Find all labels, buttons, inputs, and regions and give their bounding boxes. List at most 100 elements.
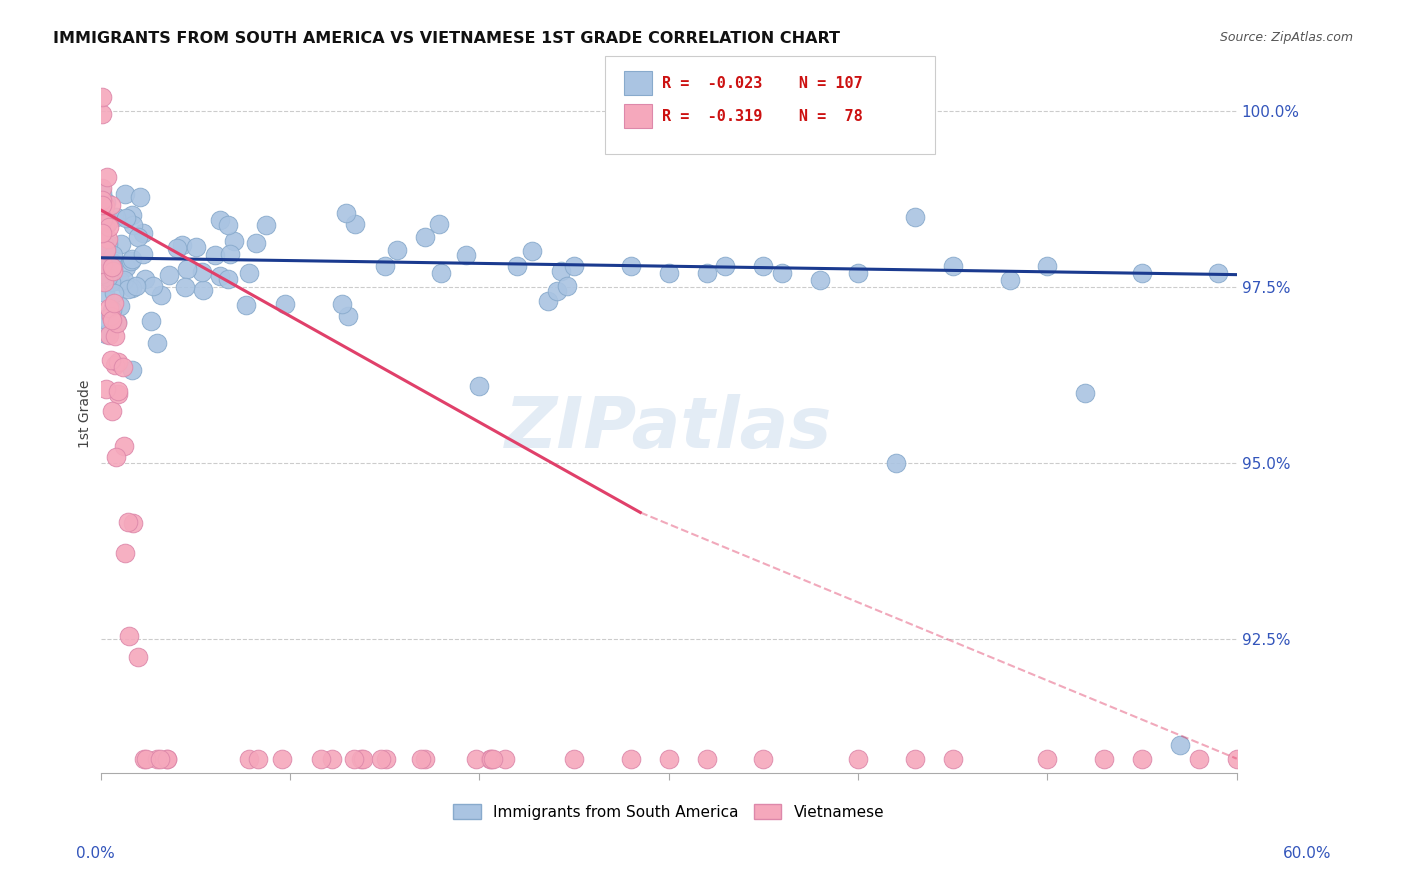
Point: [217, 272, 239, 286]
Point: [146, 752, 169, 766]
Point: [105, 316, 128, 330]
Point: [101, 302, 124, 317]
Point: [132, 247, 155, 261]
Point: [121, 281, 143, 295]
Point: [127, 230, 149, 244]
Point: [100, 198, 122, 212]
Point: [176, 262, 198, 277]
Point: [107, 386, 129, 401]
Point: [620, 259, 643, 273]
Point: [522, 244, 544, 259]
Point: [93, 237, 115, 252]
Point: [97, 266, 120, 280]
Point: [330, 297, 353, 311]
Point: [494, 752, 516, 766]
Point: [91, 257, 114, 271]
Point: [1036, 259, 1059, 273]
Point: [105, 315, 128, 329]
Point: [122, 516, 145, 531]
Text: R =  -0.319    N =  78: R = -0.319 N = 78: [662, 109, 863, 124]
Point: [218, 246, 240, 260]
Point: [546, 284, 568, 298]
Point: [97, 215, 120, 229]
Point: [111, 359, 134, 374]
Point: [127, 650, 149, 665]
Point: [238, 266, 260, 280]
Point: [146, 336, 169, 351]
Point: [478, 752, 501, 766]
Point: [91, 212, 114, 227]
Point: [94, 244, 117, 258]
Point: [101, 264, 124, 278]
Text: R =  -0.023    N = 107: R = -0.023 N = 107: [662, 76, 863, 91]
Point: [115, 260, 138, 274]
Point: [114, 545, 136, 559]
Point: [217, 219, 239, 233]
Point: [374, 259, 396, 273]
Point: [96, 169, 118, 184]
Point: [105, 450, 128, 465]
Point: [562, 259, 585, 273]
Point: [998, 273, 1021, 287]
Point: [479, 752, 502, 766]
Point: [808, 273, 831, 287]
Point: [104, 358, 127, 372]
Text: Source: ZipAtlas.com: Source: ZipAtlas.com: [1219, 31, 1353, 45]
Point: [208, 212, 231, 227]
Point: [101, 313, 124, 327]
Point: [846, 752, 869, 766]
Point: [96, 218, 118, 232]
Point: [118, 629, 141, 643]
Point: [101, 255, 124, 269]
Point: [191, 265, 214, 279]
Point: [103, 286, 125, 301]
Point: [131, 227, 153, 241]
Point: [770, 266, 793, 280]
Point: [114, 187, 136, 202]
Point: [91, 267, 114, 281]
Point: [135, 752, 157, 766]
Point: [93, 276, 115, 290]
Point: [91, 209, 114, 223]
Point: [97, 327, 120, 342]
Point: [150, 287, 173, 301]
Point: [132, 752, 155, 766]
Point: [91, 227, 114, 241]
Point: [506, 259, 529, 273]
Point: [1206, 266, 1229, 280]
Point: [103, 248, 125, 262]
Point: [91, 212, 114, 227]
Point: [107, 355, 129, 369]
Point: [110, 236, 132, 251]
Point: [1130, 752, 1153, 766]
Point: [94, 199, 117, 213]
Point: [413, 229, 436, 244]
Point: [97, 301, 120, 315]
Point: [91, 186, 114, 200]
Point: [91, 180, 114, 194]
Point: [620, 752, 643, 766]
Point: [121, 363, 143, 377]
Point: [427, 217, 450, 231]
Text: ZIPatlas: ZIPatlas: [505, 393, 832, 463]
Point: [100, 353, 122, 368]
Point: [482, 752, 505, 766]
Point: [120, 253, 142, 268]
Point: [465, 752, 488, 766]
Point: [94, 194, 117, 209]
Point: [91, 90, 114, 104]
Point: [157, 268, 180, 283]
Point: [1188, 752, 1211, 766]
Point: [204, 248, 226, 262]
Point: [1074, 385, 1097, 400]
Point: [1226, 752, 1249, 766]
Point: [125, 279, 148, 293]
Point: [658, 752, 681, 766]
Point: [156, 752, 179, 766]
Point: [128, 190, 150, 204]
Point: [134, 271, 156, 285]
Point: [1168, 738, 1191, 752]
Point: [385, 244, 408, 258]
Point: [91, 106, 114, 120]
Point: [309, 752, 332, 766]
